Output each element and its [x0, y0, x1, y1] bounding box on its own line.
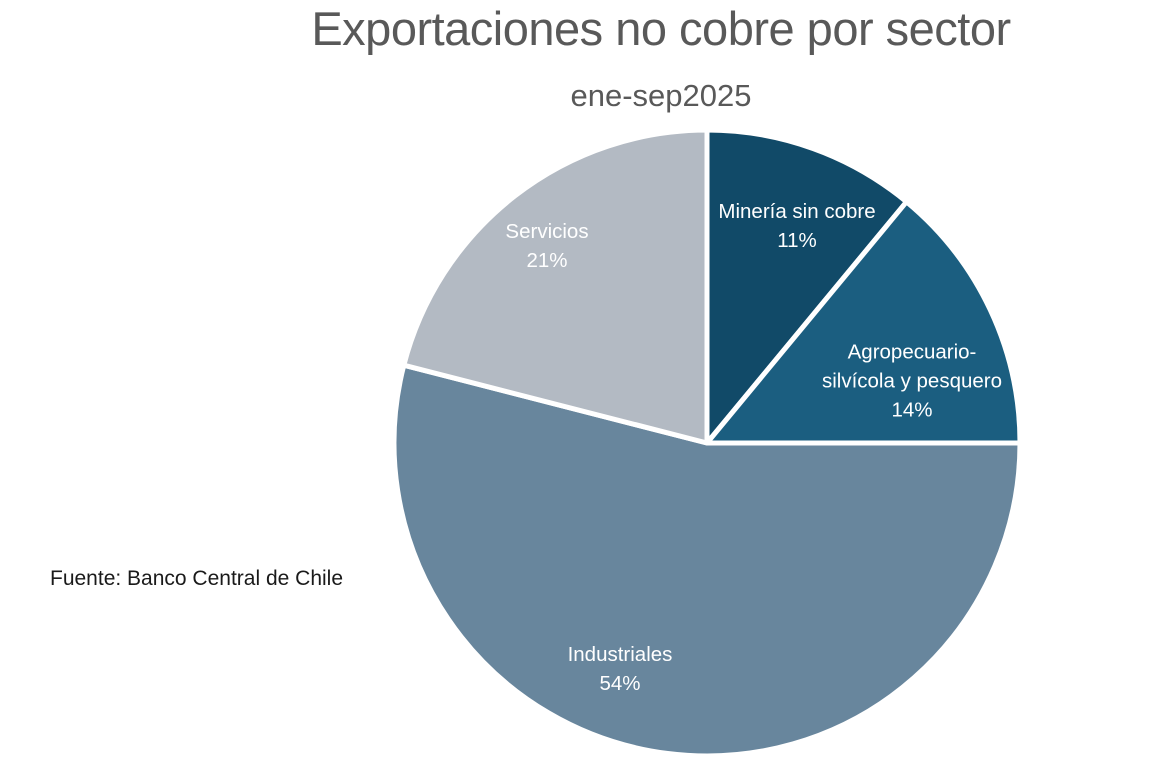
pie-slice-3: [391, 362, 1023, 759]
pie-slice-4: [401, 127, 710, 446]
pie-slice-2: [704, 199, 1023, 446]
source-note: Fuente: Banco Central de Chile: [50, 567, 344, 590]
chart-title: Exportaciones no cobre por sector: [311, 2, 1011, 55]
pie-slice-1: [704, 127, 910, 446]
chart-subtitle: ene-sep2025: [570, 78, 752, 113]
